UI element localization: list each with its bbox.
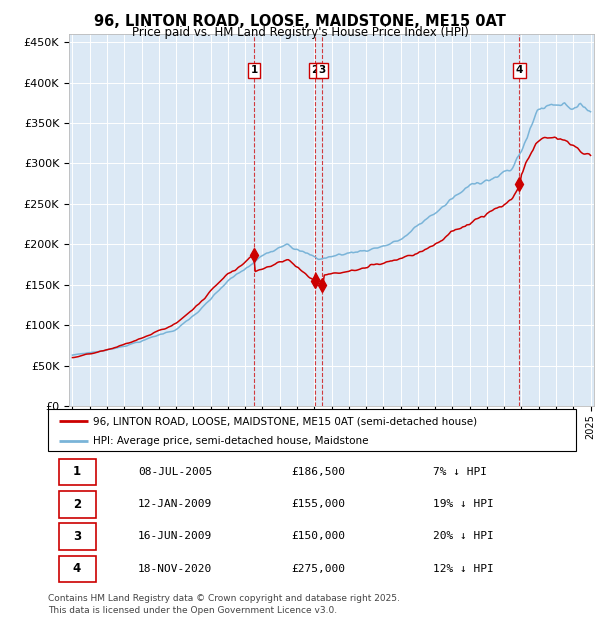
FancyBboxPatch shape <box>59 556 95 582</box>
FancyBboxPatch shape <box>59 459 95 485</box>
Text: Contains HM Land Registry data © Crown copyright and database right 2025.
This d: Contains HM Land Registry data © Crown c… <box>48 594 400 615</box>
Text: 2: 2 <box>311 66 319 76</box>
Text: HPI: Average price, semi-detached house, Maidstone: HPI: Average price, semi-detached house,… <box>93 436 368 446</box>
Text: £275,000: £275,000 <box>291 564 345 574</box>
Text: 20% ↓ HPI: 20% ↓ HPI <box>433 531 494 541</box>
Text: 96, LINTON ROAD, LOOSE, MAIDSTONE, ME15 0AT: 96, LINTON ROAD, LOOSE, MAIDSTONE, ME15 … <box>94 14 506 29</box>
Text: 4: 4 <box>73 562 81 575</box>
Text: 1: 1 <box>251 66 258 76</box>
FancyBboxPatch shape <box>48 409 576 451</box>
Text: 19% ↓ HPI: 19% ↓ HPI <box>433 499 494 509</box>
Text: Price paid vs. HM Land Registry's House Price Index (HPI): Price paid vs. HM Land Registry's House … <box>131 26 469 39</box>
Text: 2: 2 <box>73 498 81 510</box>
Text: 4: 4 <box>516 66 523 76</box>
FancyBboxPatch shape <box>59 491 95 518</box>
Text: 18-NOV-2020: 18-NOV-2020 <box>138 564 212 574</box>
FancyBboxPatch shape <box>59 523 95 550</box>
Text: 16-JUN-2009: 16-JUN-2009 <box>138 531 212 541</box>
Text: £150,000: £150,000 <box>291 531 345 541</box>
Text: 12% ↓ HPI: 12% ↓ HPI <box>433 564 494 574</box>
Text: 08-JUL-2005: 08-JUL-2005 <box>138 467 212 477</box>
Text: 3: 3 <box>319 66 326 76</box>
Text: 1: 1 <box>73 466 81 478</box>
Text: 7% ↓ HPI: 7% ↓ HPI <box>433 467 487 477</box>
Text: £186,500: £186,500 <box>291 467 345 477</box>
Text: £155,000: £155,000 <box>291 499 345 509</box>
Text: 96, LINTON ROAD, LOOSE, MAIDSTONE, ME15 0AT (semi-detached house): 96, LINTON ROAD, LOOSE, MAIDSTONE, ME15 … <box>93 416 477 426</box>
Text: 12-JAN-2009: 12-JAN-2009 <box>138 499 212 509</box>
Text: 3: 3 <box>73 530 81 542</box>
